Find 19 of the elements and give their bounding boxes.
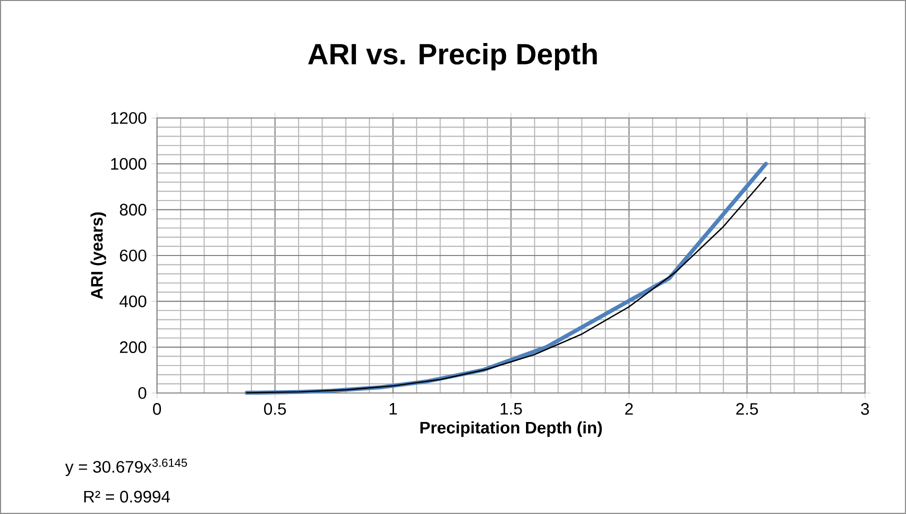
x-axis-title: Precipitation Depth (in) [420,421,602,437]
y-axis-title: ARI (years) [90,212,106,300]
x-tick-label: 2.5 [736,403,758,415]
x-tick-label: 1.5 [500,403,522,415]
y-tick-label: 200 [120,341,146,354]
text: R² = 0.9994 [84,490,170,503]
chart-title: ARI vs. Precip Depth [308,42,597,70]
x-tick-label: 2 [625,403,633,415]
y-tick-label: 600 [120,250,146,262]
y-tick-label: 0 [138,387,146,399]
text: y = 30.679x$^{3.6145}$ [65,458,188,476]
x-tick-label: 0 [153,403,161,415]
x-tick-label: 1 [390,403,397,415]
x-tick-label: 0.5 [264,403,286,415]
y-tick-label: 1000 [111,158,146,170]
x-tick-label: 3 [861,403,869,415]
y-tick-label: 1200 [111,112,146,124]
y-tick-label: 400 [120,295,146,308]
y-tick-label: 800 [120,204,146,216]
